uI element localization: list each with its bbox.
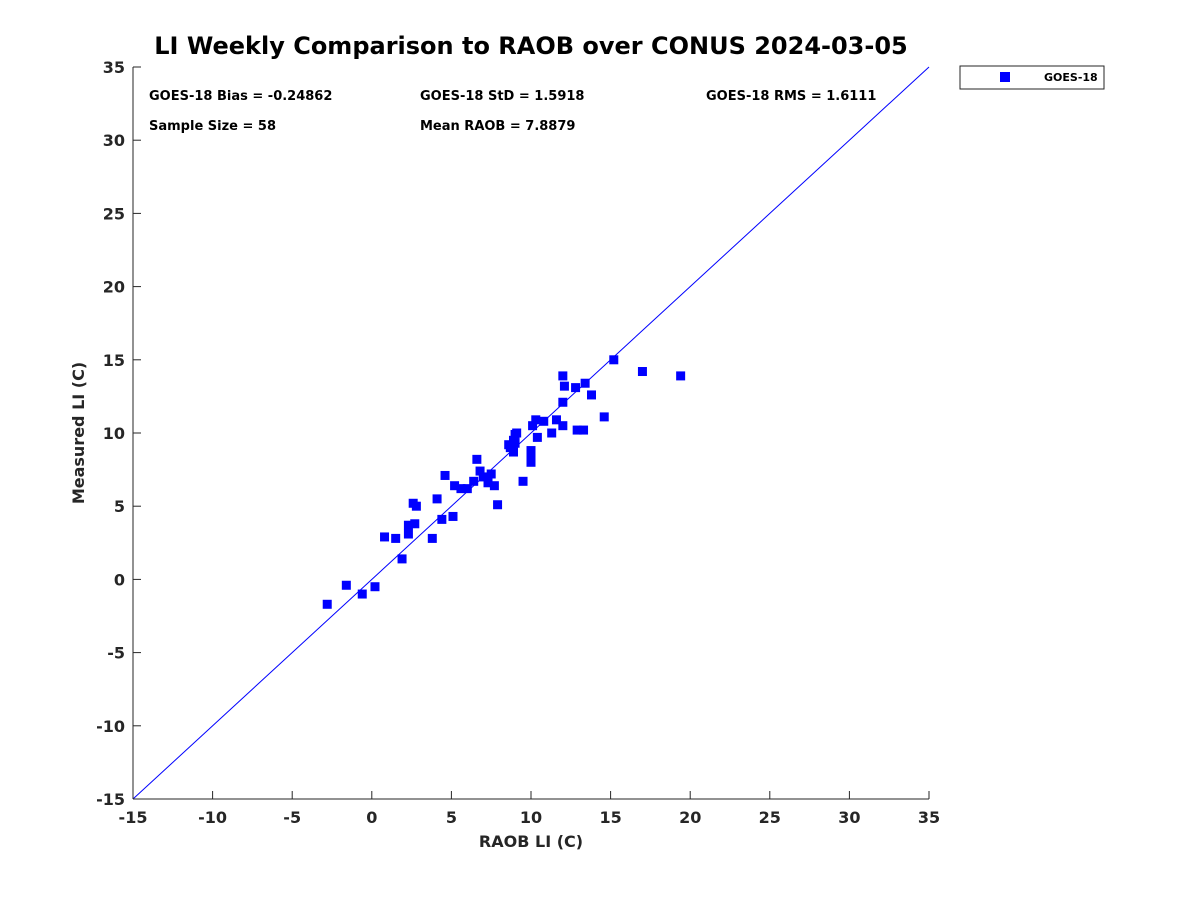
stat-mean-raob: Mean RAOB = 7.8879	[420, 119, 575, 134]
x-tick-label: 15	[599, 808, 621, 827]
stat-rms: GOES-18 RMS = 1.6111	[706, 89, 876, 104]
y-axis-ticks: -15 -10 -5 0 5 10 15 20 25 30 35	[96, 58, 141, 809]
data-point	[437, 514, 447, 524]
stat-std: GOES-18 StD = 1.5918	[420, 89, 584, 104]
reference-line-group	[132, 66, 930, 800]
data-point	[599, 412, 609, 422]
data-point	[427, 533, 437, 543]
x-tick-label: 35	[918, 808, 940, 827]
data-point	[450, 481, 460, 491]
stat-sample-size: Sample Size = 58	[149, 119, 276, 134]
y-tick-label: -10	[96, 717, 125, 736]
y-tick-label: 5	[114, 497, 125, 516]
data-point	[475, 466, 485, 476]
data-point	[531, 415, 541, 425]
y-axis-label: Measured LI (C)	[69, 362, 88, 504]
data-point	[397, 554, 407, 564]
data-point	[483, 478, 493, 488]
x-axis-ticks: -15 -10 -5 0 5 10 15 20 25 30 35	[119, 791, 940, 827]
data-point	[571, 383, 581, 393]
y-tick-label: 25	[103, 204, 125, 223]
data-points	[322, 355, 686, 609]
y-tick-label: 10	[103, 424, 125, 443]
data-point	[410, 519, 420, 529]
y-tick-label: -5	[107, 644, 125, 663]
data-point	[526, 457, 536, 467]
x-tick-label: 5	[446, 808, 457, 827]
y-tick-label: 20	[103, 278, 125, 297]
data-point	[637, 367, 647, 377]
stats-annotations: GOES-18 Bias = -0.24862 GOES-18 StD = 1.…	[149, 89, 876, 134]
data-point	[391, 533, 401, 543]
y-tick-label: 0	[114, 570, 125, 589]
data-point	[580, 378, 590, 388]
data-point	[493, 500, 503, 510]
data-point	[558, 397, 568, 407]
data-point	[510, 438, 520, 448]
plot-area: -15 -10 -5 0 5 10 15 20 25 30 35 -15 -10 -5 0 5 10 15 20 2…	[96, 58, 940, 827]
y-tick-label: -15	[96, 790, 125, 809]
data-point	[508, 447, 518, 457]
x-tick-label: 10	[520, 808, 542, 827]
data-point	[528, 421, 538, 431]
data-point	[486, 469, 496, 479]
data-point	[512, 428, 522, 438]
data-point	[448, 511, 458, 521]
data-point	[341, 580, 351, 590]
x-tick-label: 0	[366, 808, 377, 827]
data-point	[432, 494, 442, 504]
data-point	[532, 432, 542, 442]
data-point	[370, 582, 380, 592]
x-tick-label: 20	[679, 808, 701, 827]
data-point	[579, 425, 589, 435]
y-tick-label: 35	[103, 58, 125, 77]
data-point	[547, 428, 557, 438]
data-point	[572, 425, 582, 435]
legend: GOES-18	[959, 65, 1105, 90]
data-point	[609, 355, 619, 365]
data-point	[539, 416, 549, 426]
data-point	[403, 529, 413, 539]
data-point	[518, 476, 528, 486]
data-point	[472, 454, 482, 464]
x-tick-label: -5	[283, 808, 301, 827]
y-tick-label: 30	[103, 131, 125, 150]
data-point	[322, 599, 332, 609]
data-point	[440, 470, 450, 480]
x-tick-label: 25	[759, 808, 781, 827]
data-point	[462, 484, 472, 494]
data-point	[526, 446, 536, 456]
data-point	[489, 481, 499, 491]
data-point	[559, 381, 569, 391]
x-tick-label: -10	[198, 808, 227, 827]
x-tick-label: -15	[119, 808, 148, 827]
data-point	[456, 484, 466, 494]
data-point	[478, 472, 488, 482]
legend-label: GOES-18	[1044, 71, 1098, 84]
data-point	[676, 371, 686, 381]
data-point	[357, 589, 367, 599]
data-point	[403, 520, 413, 530]
legend-marker	[1000, 72, 1010, 82]
legend-box	[959, 65, 1105, 90]
data-point	[558, 421, 568, 431]
data-point	[586, 390, 596, 400]
reference-line	[132, 66, 930, 800]
x-axis-label: RAOB LI (C)	[479, 832, 583, 851]
data-point	[411, 501, 421, 511]
data-point	[551, 415, 561, 425]
data-point	[558, 371, 568, 381]
data-point	[469, 476, 479, 486]
data-point	[380, 532, 390, 542]
stat-bias: GOES-18 Bias = -0.24862	[149, 89, 332, 104]
x-tick-label: 30	[838, 808, 860, 827]
y-tick-label: 15	[103, 351, 125, 370]
chart-title: LI Weekly Comparison to RAOB over CONUS …	[154, 32, 907, 60]
